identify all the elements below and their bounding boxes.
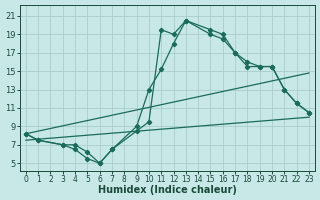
X-axis label: Humidex (Indice chaleur): Humidex (Indice chaleur) xyxy=(98,185,237,195)
